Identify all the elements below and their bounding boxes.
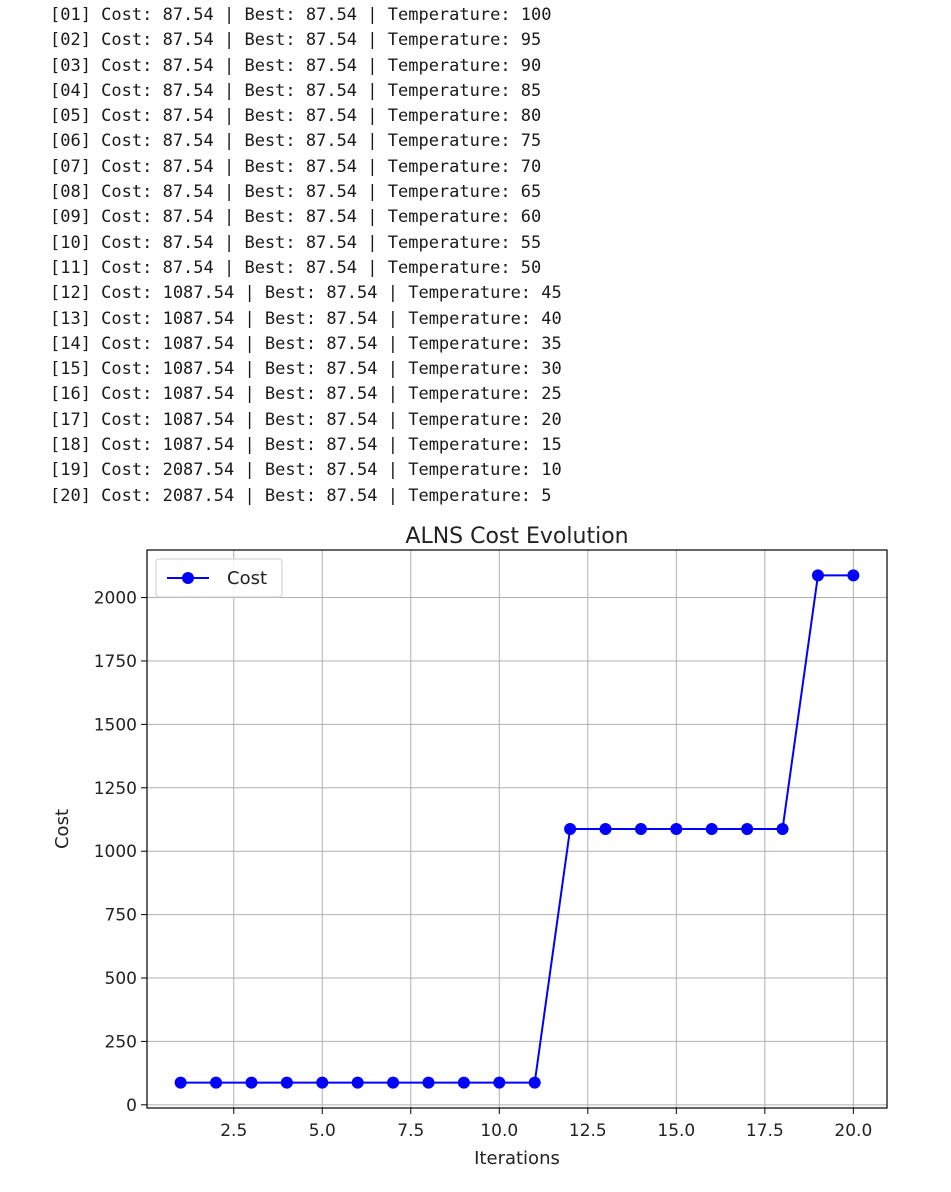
log-line: [05] Cost: 87.54 | Best: 87.54 | Tempera… — [50, 106, 542, 127]
y-tick-label: 2000 — [94, 589, 137, 609]
x-tick-label: 5.0 — [309, 1121, 336, 1141]
x-tick-label: 2.5 — [220, 1121, 247, 1141]
log-line: [06] Cost: 87.54 | Best: 87.54 | Tempera… — [50, 131, 542, 152]
log-line: [08] Cost: 87.54 | Best: 87.54 | Tempera… — [50, 182, 542, 203]
log-line: [07] Cost: 87.54 | Best: 87.54 | Tempera… — [50, 156, 542, 177]
series-points-cost — [174, 569, 860, 1089]
data-point — [316, 1076, 329, 1089]
y-tick-label: 500 — [105, 969, 137, 989]
data-point — [174, 1076, 187, 1089]
log-line: [11] Cost: 87.54 | Best: 87.54 | Tempera… — [50, 257, 542, 278]
log-line: [12] Cost: 1087.54 | Best: 87.54 | Tempe… — [50, 283, 562, 304]
x-axis-label: Iterations — [474, 1148, 560, 1169]
data-point — [528, 1076, 541, 1089]
data-point — [811, 569, 824, 582]
console-log: [01] Cost: 87.54 | Best: 87.54 | Tempera… — [50, 3, 562, 509]
cost-chart: ALNS Cost Evolution 0 250 500 750 1000 1250 15… — [52, 524, 888, 1169]
y-tick-label: 750 — [105, 906, 137, 926]
data-point — [741, 822, 754, 835]
data-point — [776, 822, 789, 835]
legend-box — [155, 558, 283, 598]
y-tick-label: 250 — [105, 1032, 137, 1052]
x-axis-ticks: 2.5 5.0 7.5 10.0 12.5 15.0 17.5 20.0 — [220, 1108, 872, 1141]
data-point — [847, 569, 860, 582]
data-point — [457, 1076, 470, 1089]
x-tick-label: 7.5 — [397, 1121, 424, 1141]
log-line: [10] Cost: 87.54 | Best: 87.54 | Tempera… — [50, 232, 542, 253]
x-tick-label: 17.5 — [746, 1121, 784, 1141]
x-tick-label: 10.0 — [480, 1121, 518, 1141]
data-point — [705, 822, 718, 835]
data-point — [634, 822, 647, 835]
data-point — [564, 822, 577, 835]
log-line: [17] Cost: 1087.54 | Best: 87.54 | Tempe… — [50, 409, 562, 430]
data-point — [493, 1076, 506, 1089]
log-line: [13] Cost: 1087.54 | Best: 87.54 | Tempe… — [50, 308, 562, 329]
x-tick-label: 15.0 — [657, 1121, 695, 1141]
data-point — [670, 822, 683, 835]
log-line: [01] Cost: 87.54 | Best: 87.54 | Tempera… — [50, 5, 552, 25]
log-line: [09] Cost: 87.54 | Best: 87.54 | Tempera… — [50, 207, 542, 228]
y-tick-label: 1250 — [94, 779, 137, 799]
log-line: [16] Cost: 1087.54 | Best: 87.54 | Tempe… — [50, 384, 562, 405]
log-line: [03] Cost: 87.54 | Best: 87.54 | Tempera… — [50, 55, 542, 76]
legend-marker-cost — [182, 572, 194, 584]
log-line: [19] Cost: 2087.54 | Best: 87.54 | Tempe… — [50, 460, 562, 481]
x-tick-label: 20.0 — [834, 1121, 872, 1141]
data-point — [387, 1076, 400, 1089]
log-line: [20] Cost: 2087.54 | Best: 87.54 | Tempe… — [50, 485, 552, 506]
chart-title: ALNS Cost Evolution — [405, 524, 628, 549]
log-line: [02] Cost: 87.54 | Best: 87.54 | Tempera… — [50, 30, 542, 51]
data-point — [210, 1076, 223, 1089]
log-line: [04] Cost: 87.54 | Best: 87.54 | Tempera… — [50, 80, 542, 101]
data-point — [351, 1076, 364, 1089]
log-line: [15] Cost: 1087.54 | Best: 87.54 | Tempe… — [50, 359, 562, 380]
legend: Cost — [155, 558, 283, 598]
y-tick-label: 1750 — [94, 652, 137, 672]
x-tick-label: 12.5 — [569, 1121, 607, 1141]
data-point — [280, 1076, 293, 1089]
data-point — [599, 822, 612, 835]
y-axis-label: Cost — [52, 809, 73, 849]
legend-label-cost: Cost — [227, 568, 267, 589]
y-tick-label: 1500 — [94, 715, 137, 735]
y-tick-label: 1000 — [94, 842, 137, 862]
data-point — [245, 1076, 258, 1089]
log-line: [14] Cost: 1087.54 | Best: 87.54 | Tempe… — [50, 333, 562, 354]
y-tick-label: 0 — [126, 1096, 137, 1116]
log-line: [18] Cost: 1087.54 | Best: 87.54 | Tempe… — [50, 435, 562, 456]
data-point — [422, 1076, 435, 1089]
plot-frame — [146, 549, 888, 1109]
y-axis-ticks: 0 250 500 750 1000 1250 1500 1750 2000 — [94, 589, 147, 1116]
